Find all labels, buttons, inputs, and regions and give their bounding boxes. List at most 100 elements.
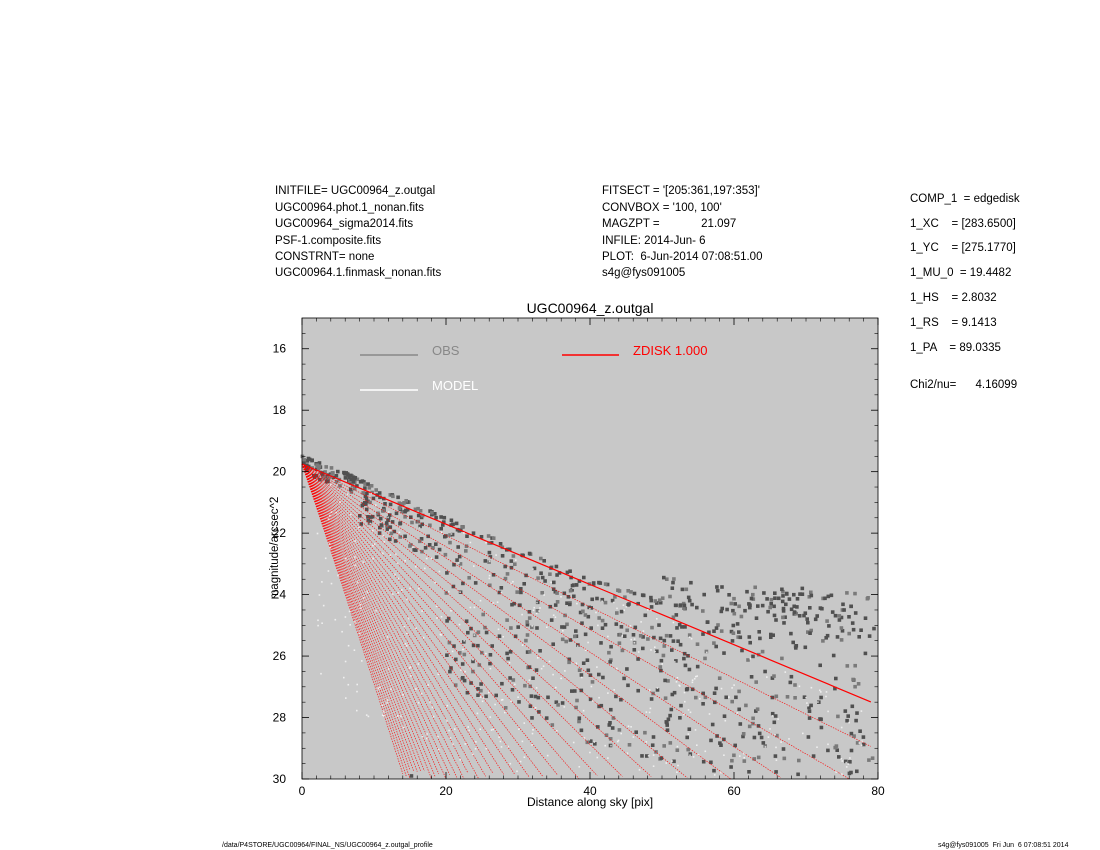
model-point xyxy=(623,609,625,611)
obs-point xyxy=(789,607,794,612)
obs-point xyxy=(835,635,840,639)
obs-point xyxy=(391,494,395,499)
obs-point xyxy=(741,732,746,736)
zdisk-model-curve xyxy=(301,463,544,778)
obs-point xyxy=(460,525,464,529)
obs-point xyxy=(509,559,514,563)
obs-point xyxy=(530,716,534,720)
comp-1-hs: 1_HS = 2.8032 xyxy=(910,292,997,304)
obs-point xyxy=(569,575,573,580)
model-point xyxy=(825,695,827,698)
obs-point xyxy=(640,754,644,758)
model-point xyxy=(677,764,679,767)
model-point xyxy=(405,645,408,647)
model-point xyxy=(356,690,358,693)
obs-point xyxy=(769,635,773,639)
model-point xyxy=(841,760,843,762)
obs-point xyxy=(394,511,399,516)
zdisk-model-curve xyxy=(301,463,458,778)
obs-point xyxy=(770,676,775,680)
model-point xyxy=(630,638,632,641)
obs-point xyxy=(388,537,392,542)
model-point xyxy=(421,610,423,612)
model-point xyxy=(316,532,319,535)
model-point xyxy=(354,540,357,542)
obs-point xyxy=(600,626,605,630)
model-point xyxy=(693,677,696,680)
model-point xyxy=(532,729,534,731)
obs-point xyxy=(497,634,502,638)
obs-point xyxy=(455,558,459,562)
obs-point xyxy=(746,658,750,662)
model-point xyxy=(676,677,679,679)
model-point xyxy=(473,565,475,567)
model-point xyxy=(488,560,491,563)
model-point xyxy=(329,484,332,486)
obs-point xyxy=(573,634,577,639)
obs-point xyxy=(798,592,802,596)
obs-point xyxy=(715,585,719,589)
obs-point xyxy=(662,744,666,748)
obs-point xyxy=(543,579,547,583)
obs-point xyxy=(747,770,751,774)
model-point xyxy=(501,698,504,701)
model-point xyxy=(464,743,467,745)
obs-point xyxy=(685,735,689,740)
model-point xyxy=(500,699,503,701)
model-point xyxy=(347,683,350,686)
obs-point xyxy=(775,733,779,738)
obs-point xyxy=(326,479,330,484)
obs-point xyxy=(601,675,605,680)
zdisk-model-curve xyxy=(301,463,486,777)
obs-point xyxy=(508,676,512,680)
model-point xyxy=(723,754,725,756)
obs-point xyxy=(445,619,449,623)
obs-point xyxy=(867,758,871,762)
obs-point xyxy=(837,618,842,622)
model-point xyxy=(401,589,403,591)
model-point xyxy=(654,650,656,653)
obs-point xyxy=(434,555,439,559)
model-point xyxy=(587,641,589,644)
obs-point xyxy=(448,540,452,545)
obs-point xyxy=(619,609,624,614)
obs-point xyxy=(780,587,784,592)
obs-point xyxy=(774,694,779,699)
obs-point xyxy=(555,573,559,577)
model-point xyxy=(347,493,349,496)
obs-point xyxy=(806,630,810,634)
obs-point xyxy=(577,719,581,724)
obs-point xyxy=(510,602,514,607)
model-point xyxy=(366,591,368,593)
obs-point xyxy=(510,688,515,692)
obs-point xyxy=(479,535,484,539)
obs-point xyxy=(781,594,785,598)
obs-point xyxy=(524,638,528,643)
model-point xyxy=(374,504,377,506)
model-point xyxy=(463,532,465,534)
model-point xyxy=(708,713,711,715)
obs-point xyxy=(389,531,394,536)
obs-point xyxy=(687,727,692,731)
model-point xyxy=(554,616,557,618)
obs-point xyxy=(442,515,447,520)
obs-point xyxy=(677,622,682,627)
obs-point xyxy=(796,772,800,777)
model-point xyxy=(691,681,694,684)
model-point xyxy=(349,624,351,626)
obs-point xyxy=(582,575,586,580)
model-point xyxy=(427,684,429,686)
model-point xyxy=(409,666,412,668)
obs-point xyxy=(302,461,306,465)
obs-point xyxy=(465,534,469,538)
model-point xyxy=(460,669,462,671)
obs-point xyxy=(498,542,503,546)
model-point xyxy=(375,610,377,612)
obs-point xyxy=(537,710,541,714)
model-point xyxy=(451,650,454,653)
model-point xyxy=(521,644,524,646)
obs-point xyxy=(334,474,339,478)
model-point xyxy=(388,529,391,532)
obs-point xyxy=(416,506,420,511)
model-point xyxy=(479,728,481,730)
